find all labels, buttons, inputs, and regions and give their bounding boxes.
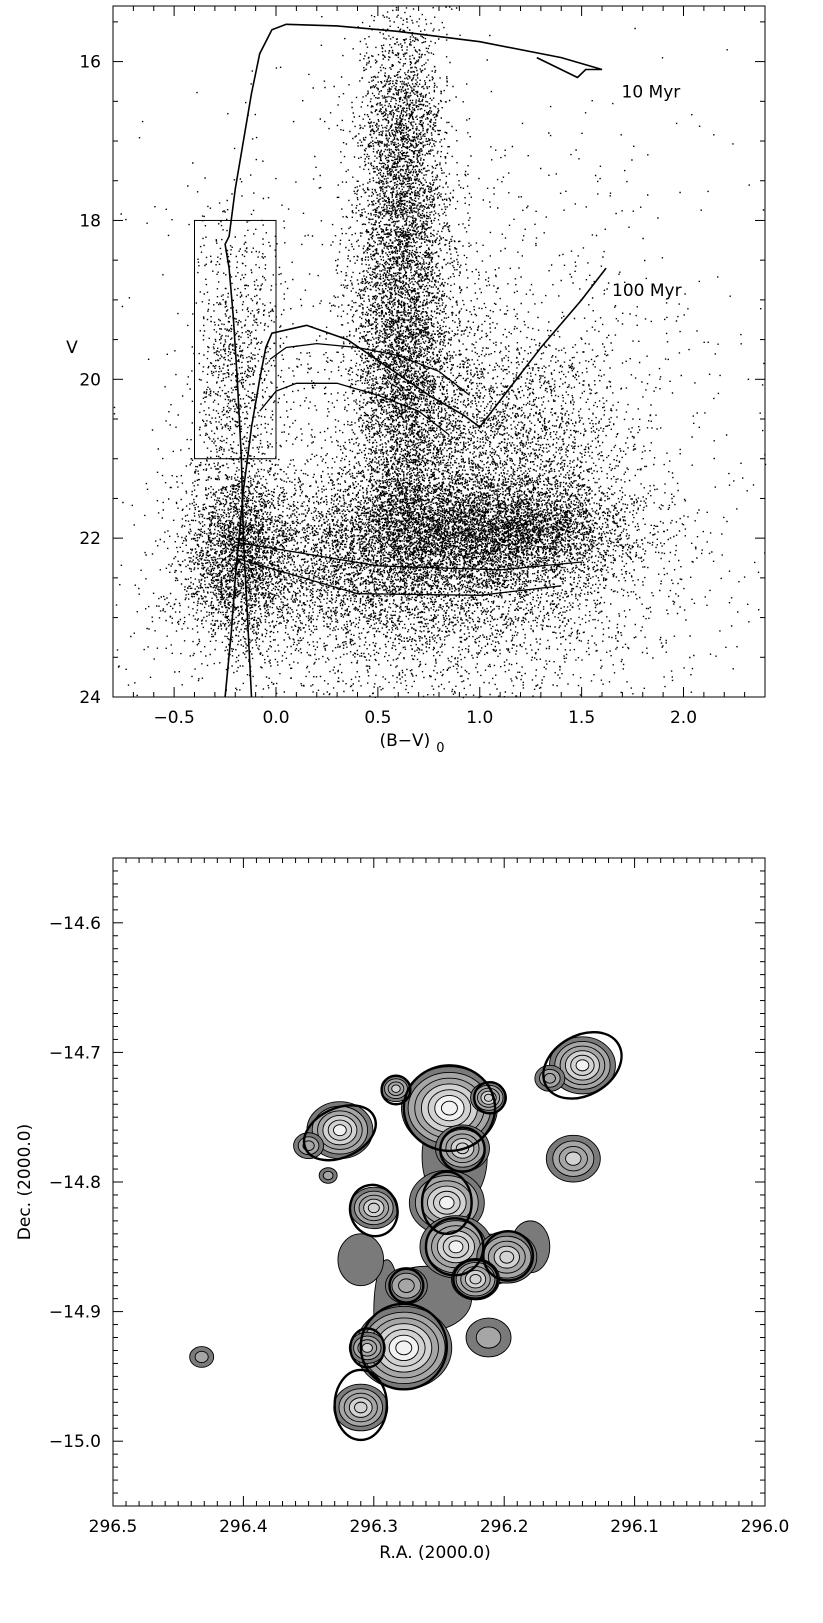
contour-level-6 — [440, 1100, 458, 1116]
isochrone-line-2 — [269, 342, 470, 396]
cmd-x-axis-label-main: (B−V) — [379, 731, 430, 751]
x-tick-label: 0.5 — [364, 708, 391, 728]
contour-level-3 — [361, 1342, 373, 1353]
contour-level-2 — [398, 1278, 415, 1293]
group-ellipse — [402, 1064, 497, 1153]
group-ellipse — [388, 1267, 425, 1304]
cmd-isochrones — [224, 23, 607, 698]
contour-level-5 — [575, 1059, 590, 1072]
x-tick-label: 1.0 — [466, 708, 493, 728]
contour-level-0 — [337, 1233, 385, 1287]
y-tick-label: 24 — [79, 688, 101, 708]
cmd-panel: −0.5 0.0 0.5 1.0 1.5 2.0 16 18 20 22 24 10 Myr 100… — [66, 5, 767, 756]
group-ellipse — [452, 1258, 499, 1300]
y-tick-label: −14.6 — [49, 914, 101, 934]
y-tick-label: −14.7 — [49, 1043, 101, 1063]
star-clump-1 — [341, 7, 471, 383]
star-clump-0 — [303, 6, 493, 691]
cmd-annotations: 10 Myr 100 Myr — [612, 82, 682, 301]
contour-level-4 — [367, 1202, 380, 1214]
y-tick-label: −15.0 — [49, 1432, 101, 1452]
x-tick-label: 0.0 — [262, 708, 289, 728]
x-tick-label: 1.5 — [568, 708, 595, 728]
cmd-x-axis-ticks: −0.5 0.0 0.5 1.0 1.5 2.0 — [112, 6, 766, 728]
group-ellipse — [359, 1302, 449, 1391]
group-ellipse — [473, 1081, 507, 1115]
map-density-contours — [189, 1036, 616, 1432]
contour-level-1 — [322, 1170, 334, 1181]
group-ellipse — [302, 1104, 377, 1162]
contour-level-1 — [475, 1326, 502, 1349]
contour-level-4 — [499, 1250, 515, 1264]
cmd-x-axis-label: (B−V) 0 — [379, 731, 444, 756]
x-tick-label: 296.0 — [741, 1517, 790, 1537]
x-tick-label: −0.5 — [153, 708, 194, 728]
star-clump-2 — [281, 419, 723, 639]
isochrone-line-5 — [235, 541, 582, 571]
contour-level-5 — [333, 1124, 347, 1137]
x-tick-label: 296.4 — [219, 1517, 268, 1537]
isochrone-line-1 — [224, 267, 607, 698]
star-clump-3 — [133, 402, 639, 674]
group-ellipse — [482, 1230, 535, 1282]
group-ellipse — [380, 1074, 412, 1106]
isochrone-line-4 — [235, 557, 562, 596]
group-ellipse — [420, 1170, 473, 1236]
cmd-selection-box — [194, 219, 277, 460]
contour-level-3 — [391, 1084, 401, 1093]
x-tick-label: 296.5 — [89, 1517, 138, 1537]
y-tick-label: 20 — [79, 370, 101, 390]
y-tick-label: −14.8 — [49, 1173, 101, 1193]
group-ellipse — [333, 1368, 389, 1442]
y-tick-label: 16 — [79, 53, 101, 73]
contour-level-4 — [483, 1093, 494, 1102]
map-panel: 296.5 296.4 296.3 296.2 296.1 296.0 −14.6−14.… — [15, 857, 790, 1563]
group-ellipse — [349, 1327, 386, 1369]
contour-level-5 — [439, 1196, 455, 1210]
x-tick-label: 296.3 — [349, 1517, 398, 1537]
contour-level-3 — [565, 1151, 582, 1166]
y-tick-label: 18 — [79, 211, 101, 231]
map-y-axis-label: Dec. (2000.0) — [15, 1124, 35, 1240]
cmd-y-axis-label: V — [66, 338, 78, 358]
contour-level-4 — [469, 1273, 482, 1285]
x-tick-label: 296.2 — [480, 1517, 529, 1537]
x-tick-label: 296.1 — [610, 1517, 659, 1537]
map-y-axis-ticks: −14.6 −14.7 −14.8 −14.9 −15.0 — [49, 857, 765, 1507]
isochrone-label: 100 Myr — [612, 281, 682, 301]
contour-level-2 — [543, 1073, 556, 1084]
x-tick-label: 2.0 — [670, 708, 697, 728]
star-clump-4 — [151, 395, 362, 695]
map-group-ellipses — [302, 1030, 623, 1442]
y-tick-label: 22 — [79, 529, 101, 549]
contour-level-4 — [354, 1401, 368, 1414]
cmd-star-points — [113, 6, 767, 699]
map-x-axis-ticks: 296.5 296.4 296.3 296.2 296.1 296.0 — [89, 858, 790, 1537]
cmd-y-axis-ticks: 16 18 20 22 24 — [79, 21, 765, 708]
contour-level-6 — [395, 1340, 413, 1356]
isochrone-line-0 — [224, 23, 603, 698]
group-ellipse — [348, 1183, 399, 1238]
isochrone-label: 10 Myr — [622, 82, 681, 102]
group-ellipse — [439, 1126, 486, 1173]
group-ellipse — [542, 1030, 623, 1100]
map-x-axis-label: R.A. (2000.0) — [379, 1543, 491, 1563]
contour-level-1 — [194, 1350, 209, 1364]
y-tick-label: −14.9 — [49, 1303, 101, 1323]
contour-level-5 — [448, 1240, 464, 1254]
cmd-x-axis-label-subscript: 0 — [436, 741, 444, 756]
